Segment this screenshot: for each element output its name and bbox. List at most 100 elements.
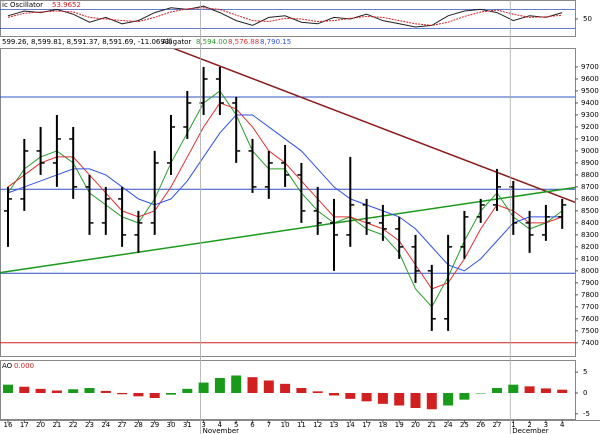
ao-bar: [117, 393, 128, 395]
x-tick-label: 5: [234, 421, 238, 429]
ao-bar: [296, 388, 307, 393]
x-tick-label: 12: [313, 421, 322, 429]
y-tick-label: 8700: [581, 183, 599, 191]
ao-bar: [35, 388, 46, 393]
indicator-name: Alligator: [162, 38, 191, 46]
y-tick-label: 9700: [581, 63, 599, 71]
x-tick-label: 3: [201, 421, 205, 429]
price-bar: [36, 126, 45, 175]
y-tick-label: 8100: [581, 255, 599, 263]
ao-bar: [231, 375, 242, 393]
y-tick-label: 9300: [581, 111, 599, 119]
ao-bar: [410, 393, 421, 408]
x-tick-label: 26: [476, 421, 485, 429]
ao-bar: [198, 382, 209, 393]
price-bar: [183, 90, 192, 139]
y-tick-label: 8300: [581, 231, 599, 239]
price-bar: [330, 198, 338, 271]
ao-bar: [166, 393, 176, 395]
ao-bar: [247, 377, 258, 393]
x-tick-label: 2: [527, 421, 531, 429]
ao-bar: [524, 386, 535, 393]
month-label: November: [203, 427, 240, 434]
price-bar: [493, 168, 501, 211]
y-tick-label: 9000: [581, 147, 599, 155]
price-bar: [541, 204, 550, 241]
ao-bar: [329, 393, 339, 396]
y-tick-label: 9600: [581, 75, 599, 83]
y-tick-label: 8500: [581, 207, 599, 215]
x-tick-label: 6: [250, 421, 255, 429]
y-tick-label: 8900: [581, 159, 599, 167]
y-tick-label: 9200: [581, 123, 599, 131]
x-tick-label: 18: [378, 421, 387, 429]
y-tick-label: 7500: [581, 327, 599, 335]
price-bar: [264, 150, 273, 199]
ao-bar: [51, 390, 62, 393]
trend-line: [0, 186, 575, 274]
x-tick-label: 31: [183, 421, 192, 429]
price-bar: [167, 114, 175, 175]
price-bar: [232, 96, 241, 163]
price-bar: [558, 198, 567, 229]
y-tick-label: 9100: [581, 135, 599, 143]
y-tick-label: 7400: [581, 339, 599, 347]
price-bar: [346, 156, 355, 247]
ao-bar: [68, 389, 79, 393]
ao-bar: [459, 393, 470, 400]
x-tick-label: 10: [281, 421, 290, 429]
x-tick-label: 4: [560, 421, 565, 429]
price-bar: [313, 186, 322, 235]
price-bar: [460, 210, 469, 259]
price-pane: [0, 48, 576, 357]
ao-bar: [426, 393, 437, 410]
x-tick-label: 17: [362, 421, 371, 429]
indicator-value: 8,790.15: [260, 38, 291, 46]
y-tick-label: 50: [583, 15, 592, 23]
y-tick-label: -5: [583, 410, 590, 418]
ao-bar: [263, 380, 274, 393]
price-bar: [476, 198, 485, 223]
x-tick-label: 17: [20, 421, 29, 429]
price-bar: [281, 144, 290, 187]
price-bar: [118, 186, 127, 247]
price-bar: [52, 114, 61, 187]
ao-bar: [182, 388, 193, 393]
x-tick-label: 13: [330, 421, 339, 429]
trend-line: [173, 49, 575, 203]
x-tick-label: 27: [493, 421, 502, 429]
ao-bar: [508, 384, 519, 393]
price-bar: [444, 234, 453, 331]
ao-bar: [214, 378, 225, 393]
ao-bar: [280, 383, 291, 393]
price-bar: [427, 264, 436, 331]
month-label: December: [512, 427, 548, 434]
y-tick-label: 9400: [581, 99, 599, 107]
ao-bar: [394, 393, 405, 406]
x-tick-label: 4: [218, 421, 223, 429]
price-bar: [150, 150, 159, 235]
x-tick-label: 11: [297, 421, 306, 429]
ao-bar: [149, 393, 160, 398]
oscillator-line: [7, 5, 563, 28]
price-header: 599.26, 8,599.81, 8,591.37, 8,591.69, -1…: [2, 38, 172, 46]
y-tick-label: 9500: [581, 87, 599, 95]
x-tick-label: 28: [134, 421, 143, 429]
oscillator-line: [7, 7, 563, 26]
ao-bar: [100, 390, 111, 393]
x-tick-label: 23: [85, 421, 94, 429]
ao-bar: [540, 388, 551, 393]
y-tick-label: 7800: [581, 291, 599, 299]
x-tick-label: 25: [460, 421, 469, 429]
y-tick-label: 7900: [581, 279, 599, 287]
indicator-value: 8,576.88: [228, 38, 259, 46]
price-bar: [395, 216, 404, 259]
x-tick-label: 29: [150, 421, 159, 429]
y-tick-label: 8200: [581, 243, 599, 251]
price-bar: [297, 162, 306, 223]
ao-bar: [492, 388, 502, 393]
x-tick-label: 20: [411, 421, 420, 429]
price-plot: [0, 49, 575, 344]
y-tick-label: 7700: [581, 303, 599, 311]
